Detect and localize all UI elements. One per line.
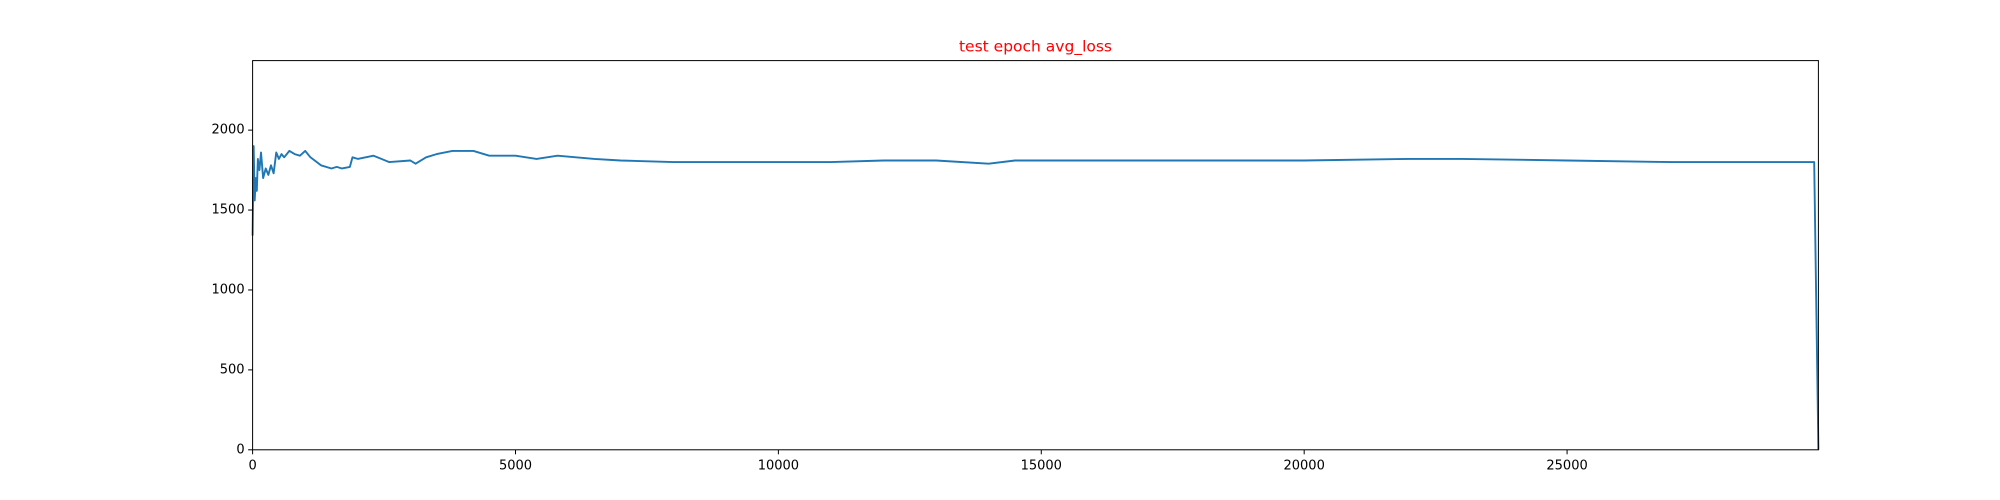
y-tick-label: 2000: [212, 123, 245, 138]
x-tick-label: 10000: [758, 458, 799, 473]
x-tick-label: 5000: [499, 458, 532, 473]
y-tick-label: 1000: [212, 282, 245, 297]
data-line: [251, 145, 1820, 450]
x-tick-label: 20000: [1283, 458, 1324, 473]
y-tick-label: 500: [220, 362, 245, 377]
x-tick-label: 15000: [1021, 458, 1062, 473]
y-tick-label: 0: [236, 442, 244, 457]
x-tick-label: 25000: [1546, 458, 1587, 473]
chart-title: test epoch avg_loss: [959, 38, 1112, 57]
x-tick-label: 0: [248, 458, 256, 473]
y-tick-label: 1500: [212, 203, 245, 218]
plot-frame: [252, 60, 1819, 451]
